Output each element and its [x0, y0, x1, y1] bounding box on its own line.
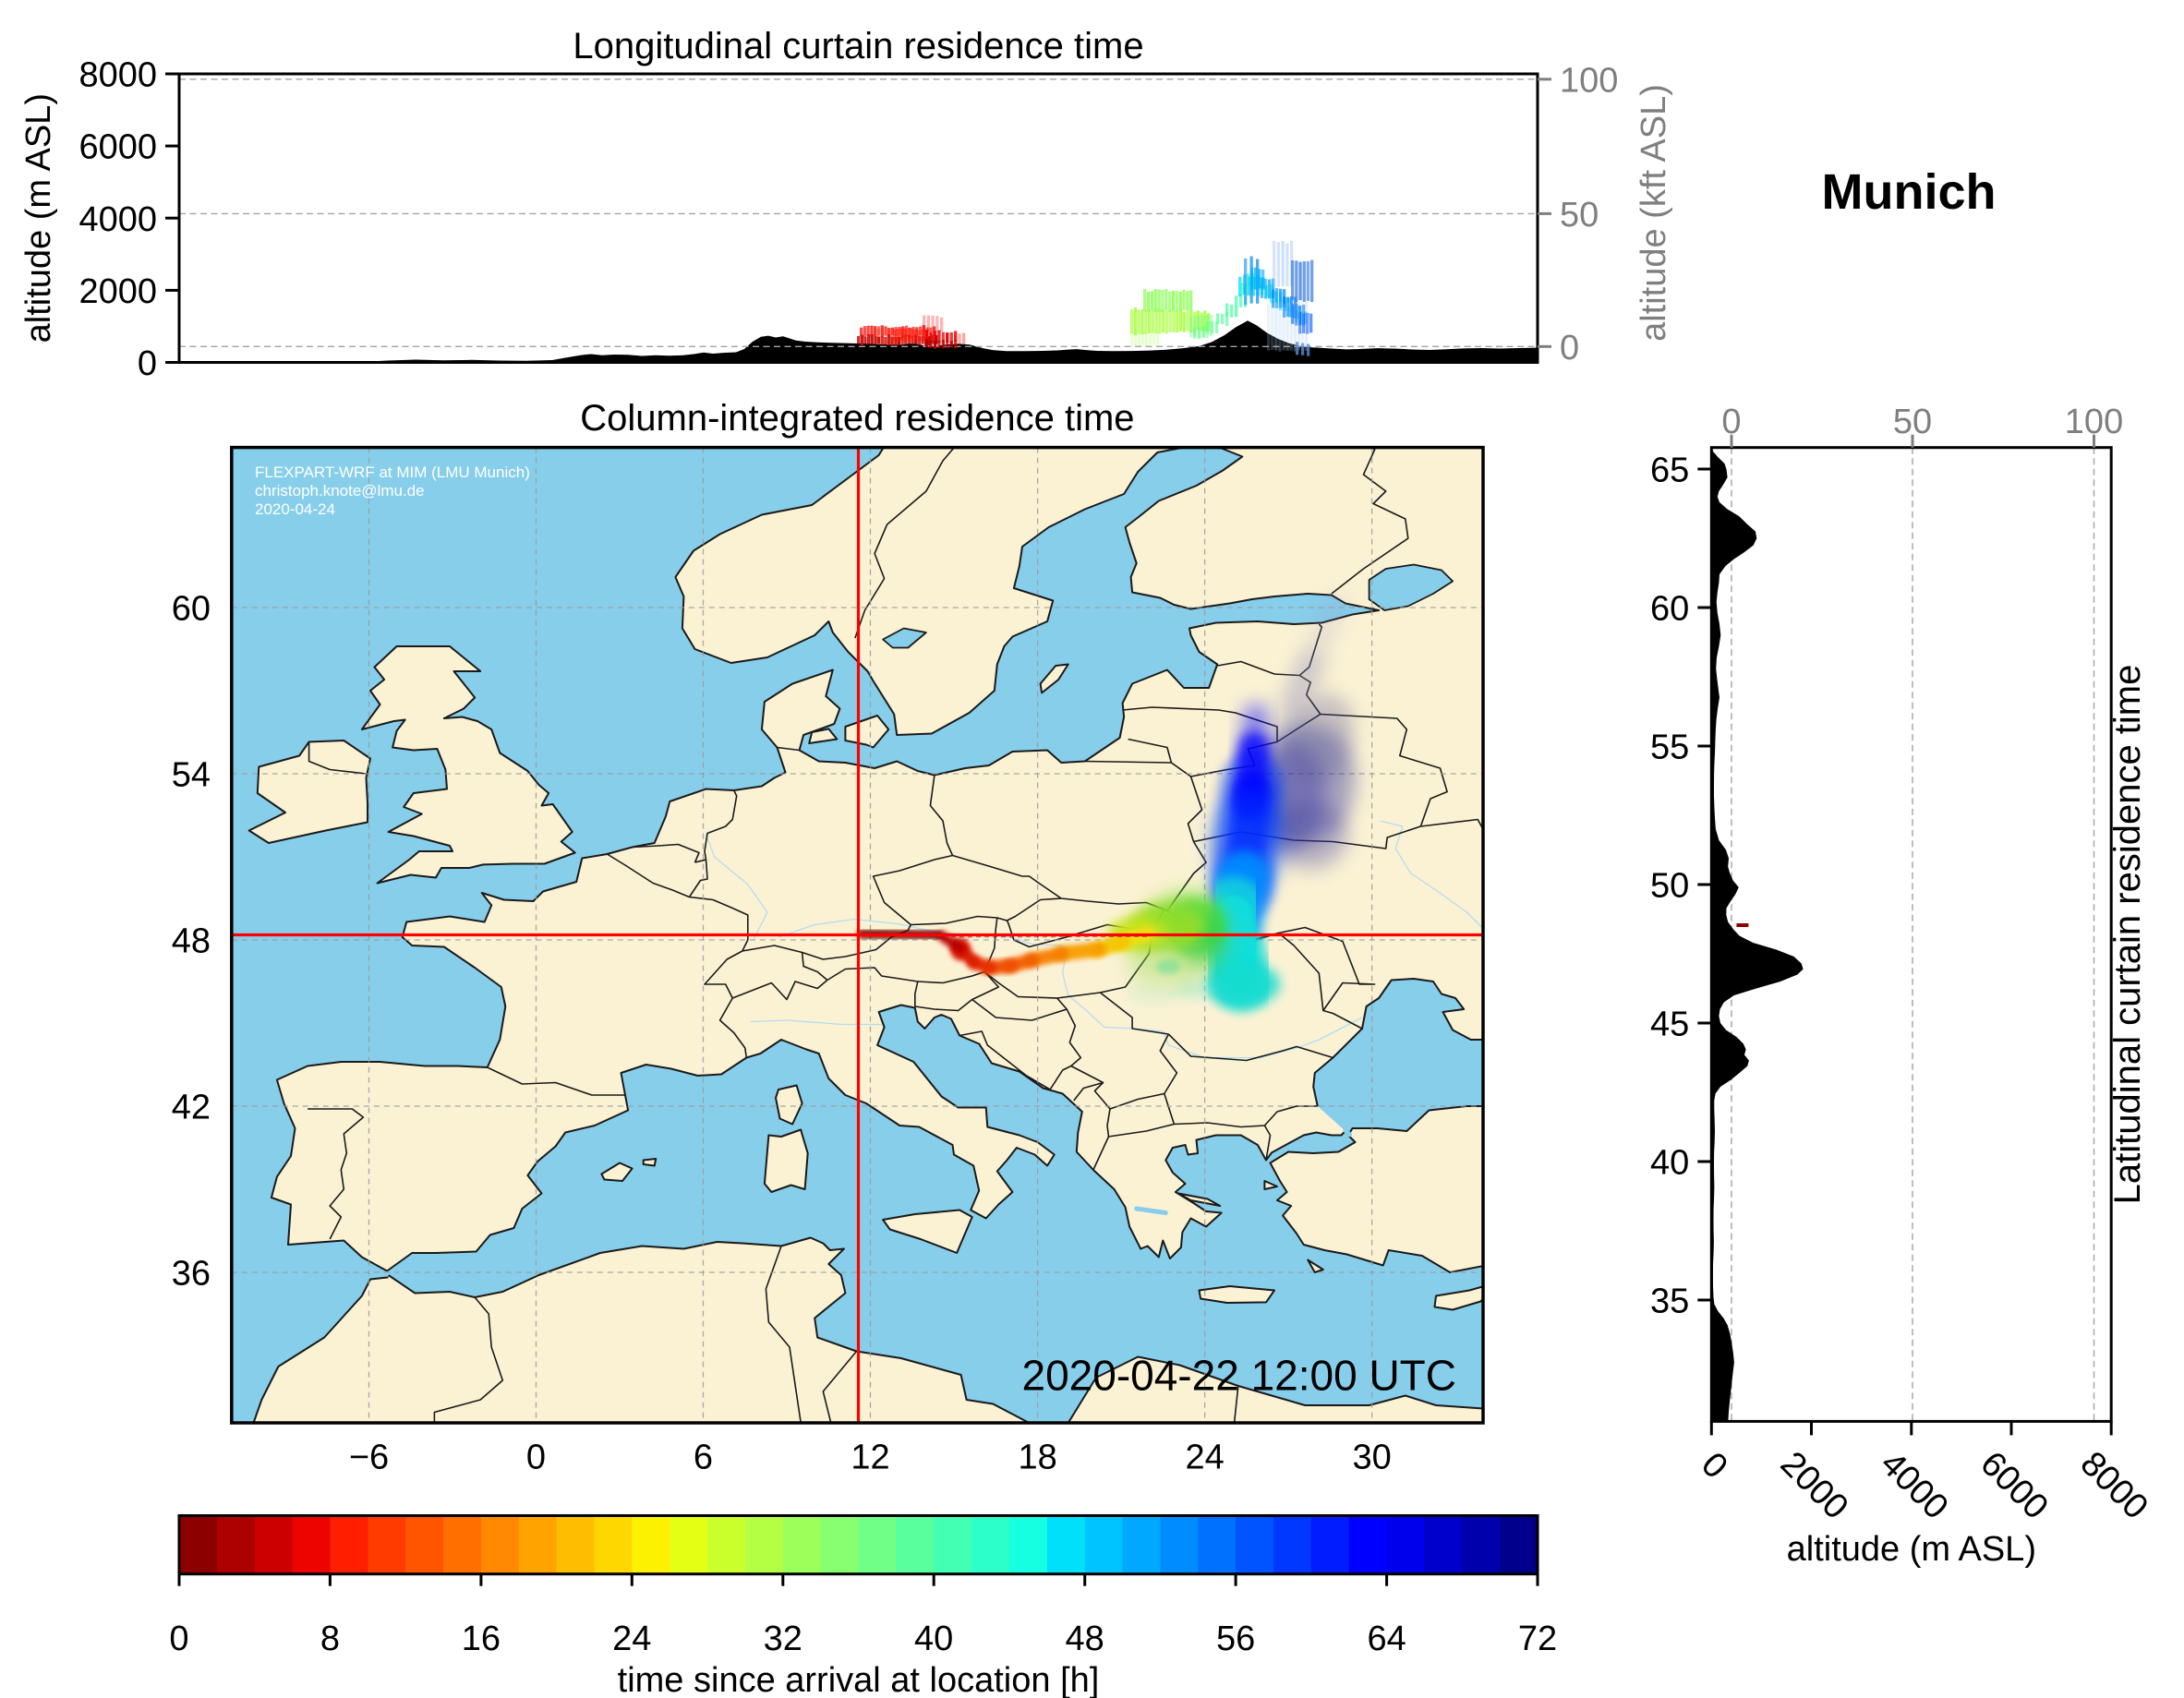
svg-text:altitude (kft ASL): altitude (kft ASL) — [1635, 84, 1673, 342]
svg-text:0: 0 — [1721, 403, 1741, 441]
svg-text:time since arrival at location: time since arrival at location [h] — [618, 1661, 1100, 1698]
svg-text:50: 50 — [1893, 403, 1932, 441]
svg-text:48: 48 — [172, 922, 211, 961]
svg-text:24: 24 — [1185, 1439, 1224, 1477]
svg-text:altitude (m ASL): altitude (m ASL) — [1787, 1530, 2036, 1569]
svg-text:64: 64 — [1367, 1620, 1406, 1658]
svg-text:100: 100 — [1560, 61, 1618, 100]
svg-text:55: 55 — [1650, 729, 1689, 767]
svg-text:50: 50 — [1650, 867, 1689, 906]
svg-text:24: 24 — [612, 1620, 651, 1658]
svg-text:altitude (m ASL): altitude (m ASL) — [19, 93, 58, 343]
svg-text:FLEXPART-WRF at MIM (LMU Munic: FLEXPART-WRF at MIM (LMU Munich) — [255, 464, 530, 481]
svg-text:35: 35 — [1650, 1283, 1689, 1321]
svg-text:60: 60 — [172, 590, 211, 629]
svg-text:0: 0 — [138, 344, 157, 383]
svg-text:0: 0 — [1560, 329, 1579, 367]
svg-text:40: 40 — [914, 1620, 953, 1658]
svg-text:16: 16 — [462, 1620, 501, 1658]
svg-text:0: 0 — [169, 1620, 188, 1658]
svg-text:−6: −6 — [349, 1439, 389, 1477]
svg-text:72: 72 — [1518, 1620, 1557, 1658]
svg-text:65: 65 — [1650, 452, 1689, 490]
svg-text:6000: 6000 — [78, 128, 157, 167]
svg-text:8000: 8000 — [78, 56, 157, 95]
svg-text:12: 12 — [851, 1439, 889, 1477]
svg-text:36: 36 — [172, 1255, 211, 1294]
svg-text:4000: 4000 — [78, 200, 157, 239]
svg-text:100: 100 — [2065, 403, 2123, 441]
svg-text:45: 45 — [1650, 1006, 1689, 1044]
svg-text:30: 30 — [1352, 1439, 1391, 1477]
svg-text:Longitudinal curtain residence: Longitudinal curtain residence time — [573, 26, 1143, 66]
svg-text:2000: 2000 — [78, 272, 157, 311]
svg-text:0: 0 — [526, 1439, 546, 1477]
svg-text:Munich: Munich — [1822, 164, 1997, 220]
svg-text:32: 32 — [764, 1620, 802, 1658]
svg-text:18: 18 — [1018, 1439, 1056, 1477]
svg-text:Column-integrated residence ti: Column-integrated residence time — [580, 398, 1134, 439]
svg-text:50: 50 — [1560, 196, 1599, 235]
svg-text:42: 42 — [172, 1089, 211, 1127]
svg-text:2020-04-22 12:00 UTC: 2020-04-22 12:00 UTC — [1021, 1352, 1456, 1400]
svg-text:48: 48 — [1066, 1620, 1104, 1658]
svg-text:56: 56 — [1216, 1620, 1255, 1658]
svg-text:2020-04-24: 2020-04-24 — [255, 500, 335, 518]
svg-text:8: 8 — [320, 1620, 340, 1658]
svg-text:60: 60 — [1650, 590, 1689, 629]
svg-text:40: 40 — [1650, 1144, 1689, 1183]
svg-text:6: 6 — [694, 1439, 713, 1477]
svg-text:Latitudinal curtain residence: Latitudinal curtain residence time — [2107, 665, 2148, 1205]
svg-text:christoph.knote@lmu.de: christoph.knote@lmu.de — [255, 482, 425, 500]
svg-text:54: 54 — [172, 756, 211, 795]
